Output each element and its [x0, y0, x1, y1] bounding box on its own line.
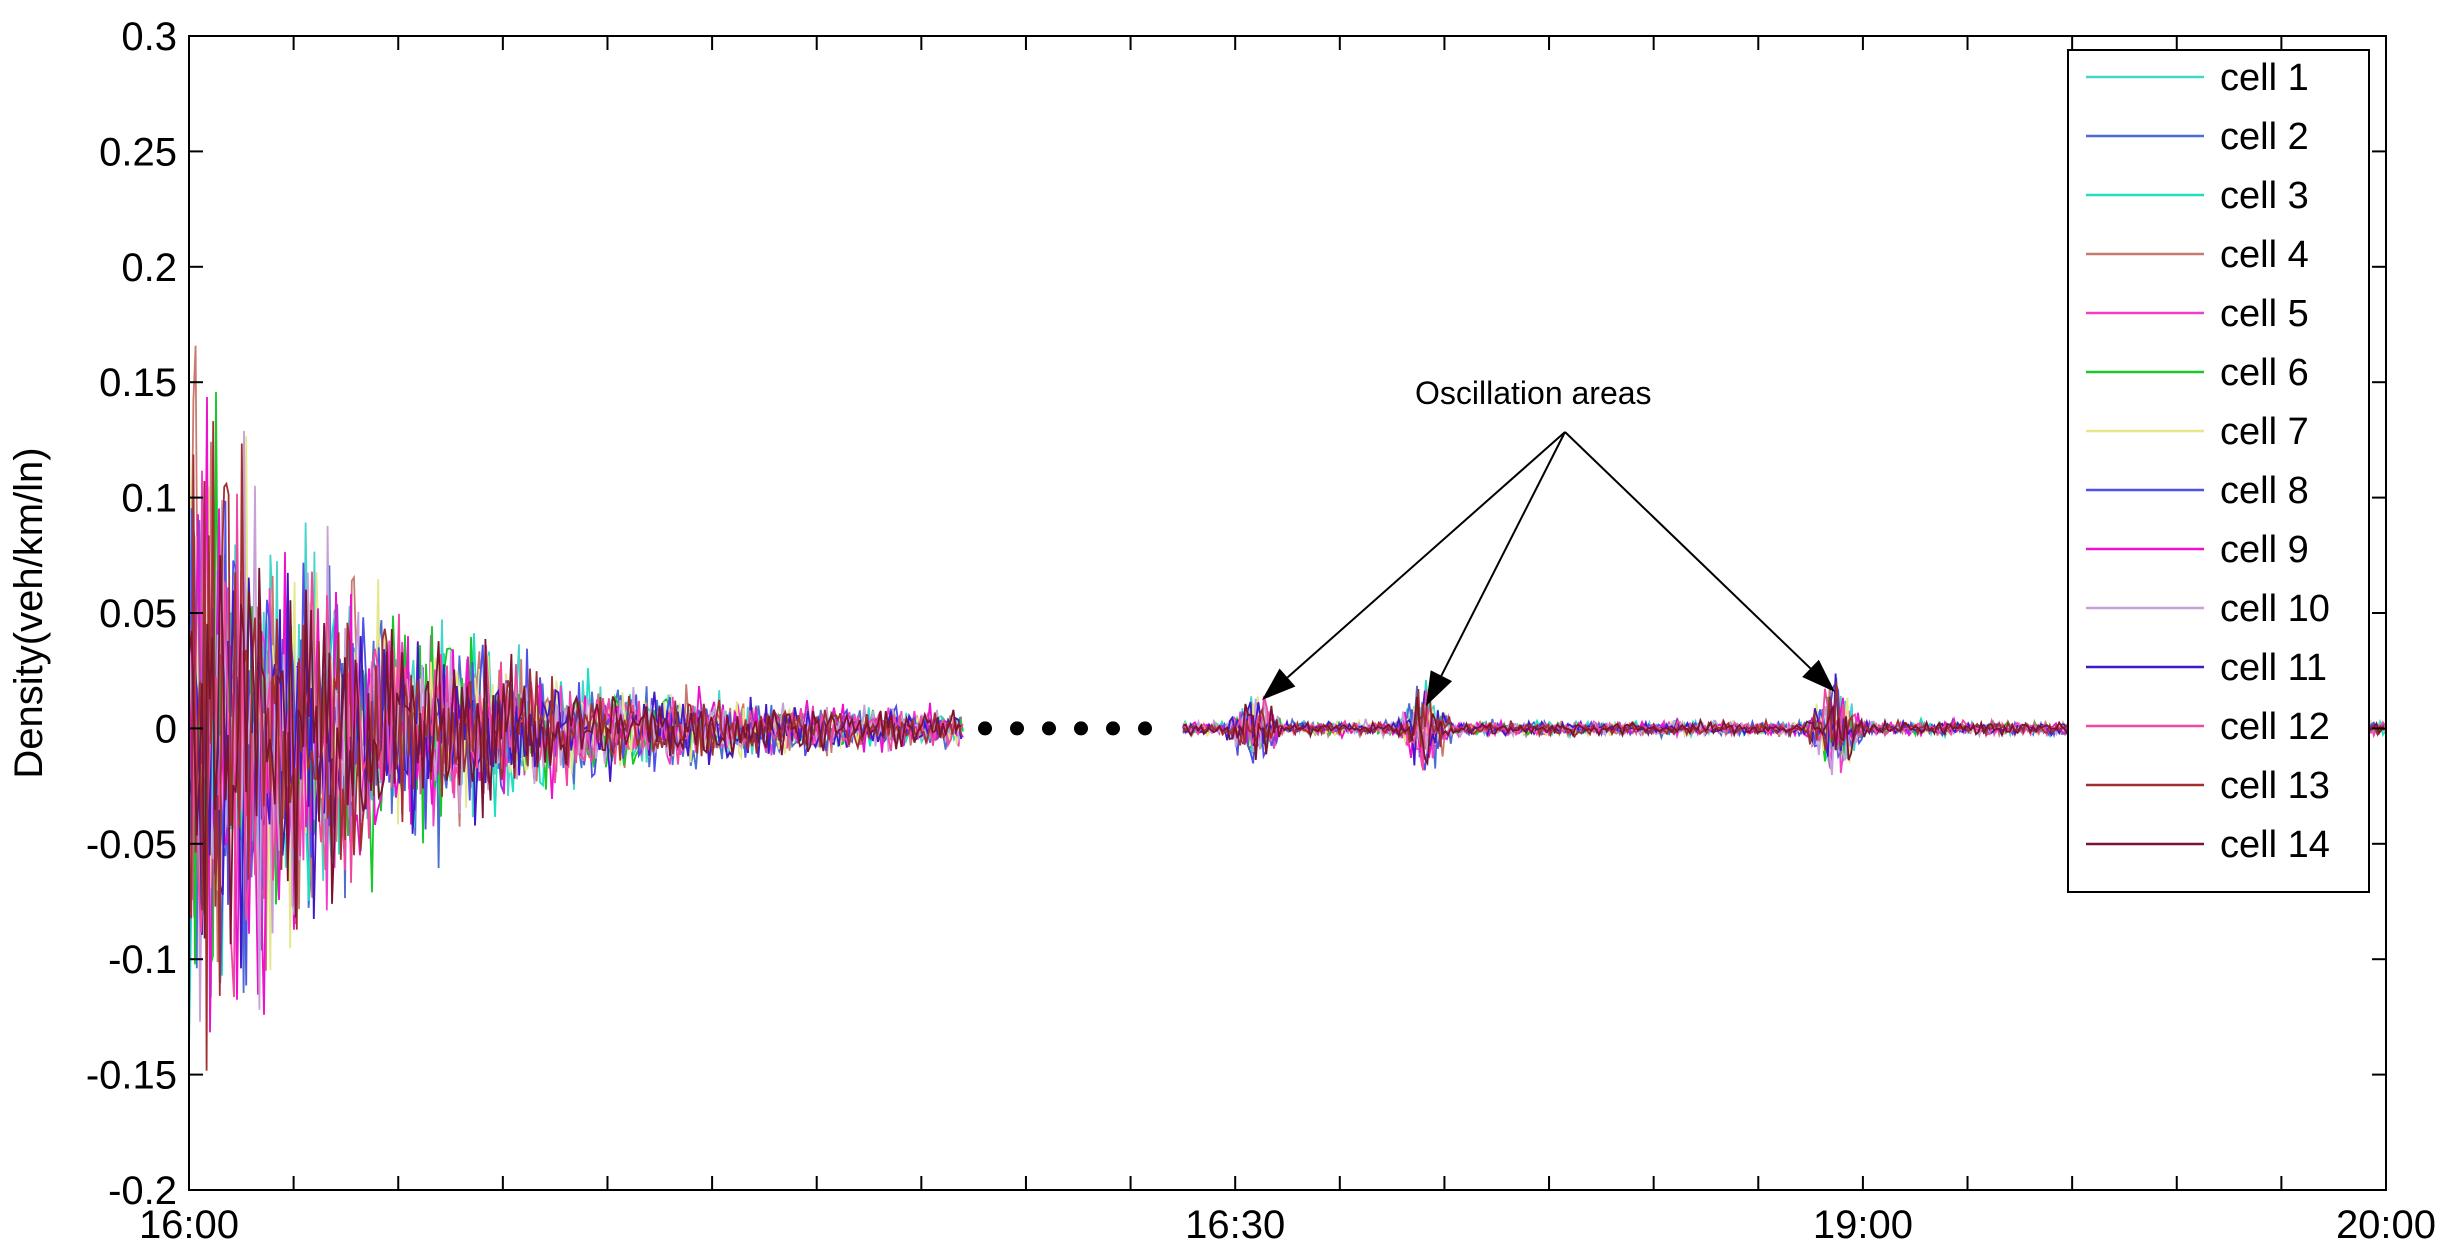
legend-label: cell 2 [2220, 116, 2309, 158]
gap-dot [1074, 721, 1088, 736]
legend-label: cell 13 [2220, 765, 2330, 807]
y-tick-label: -0.15 [86, 1054, 177, 1098]
annotation-text: Oscillation areas [1415, 375, 1652, 411]
legend-label: cell 1 [2220, 57, 2309, 99]
series-line-segment-1 [189, 421, 963, 1071]
y-tick-label: -0.2 [108, 1169, 177, 1213]
legend-label: cell 7 [2220, 411, 2309, 453]
y-tick-label: 0.3 [121, 15, 177, 59]
legend-label: cell 14 [2220, 824, 2330, 866]
annotation-arrow-line [1440, 431, 1566, 677]
x-tick-label: 16:30 [1185, 1203, 1285, 1247]
series-line-segment-1 [189, 396, 964, 1033]
x-tick-label: 20:00 [2336, 1203, 2436, 1247]
legend-label: cell 6 [2220, 352, 2309, 394]
y-tick-label: 0 [155, 707, 177, 751]
y-tick-label: 0.2 [121, 246, 177, 290]
annotation-arrow-line [1564, 431, 1812, 670]
legend-label: cell 5 [2220, 293, 2309, 335]
annotation-arrow-head [1426, 670, 1453, 706]
annotation-arrow-line [1286, 431, 1566, 679]
gap-marker [978, 721, 1152, 736]
y-axis-title: Density(veh/km/ln) [7, 447, 51, 778]
y-tick-label: -0.05 [86, 823, 177, 867]
y-axis: 0.3 0.25 0.2 0.15 0.1 0.05 0 -0.05 -0.1 -0.15 -0.2 [86, 15, 2386, 1213]
legend-label: cell 4 [2220, 234, 2309, 276]
legend-box [2067, 49, 2370, 893]
legend-label: cell 11 [2220, 647, 2327, 689]
oscillation-annotation: Oscillation areas [1262, 375, 1835, 706]
x-tick-label: 16:00 [139, 1203, 239, 1247]
y-tick-label: 0.15 [99, 361, 177, 405]
y-tick-label: 0.05 [99, 592, 177, 636]
x-tick-label: 19:00 [1813, 1203, 1913, 1247]
gap-dot [1106, 721, 1120, 736]
gap-dot [1042, 721, 1056, 736]
legend-label: cell 3 [2220, 175, 2309, 217]
annotation-arrow-head [1802, 659, 1835, 692]
legend-label: cell 10 [2220, 588, 2330, 630]
annotation-arrow-head [1262, 668, 1296, 700]
gap-dot [1138, 721, 1152, 736]
series-line-segment-1 [189, 555, 962, 945]
y-tick-label: 0.25 [99, 130, 177, 174]
y-tick-label: 0.1 [121, 477, 177, 521]
y-tick-label: -0.1 [108, 938, 177, 982]
legend-label: cell 8 [2220, 470, 2309, 512]
gap-dot [978, 721, 992, 736]
legend-label: cell 12 [2220, 706, 2330, 748]
legend: cell 1 cell 2 cell 3 cell 4 cell 5 cell 6 cell… [2067, 49, 2370, 893]
gap-dot [1010, 721, 1024, 736]
x-axis: 16:00 16:30 19:00 20:00 [139, 36, 2436, 1247]
legend-label: cell 9 [2220, 529, 2309, 571]
